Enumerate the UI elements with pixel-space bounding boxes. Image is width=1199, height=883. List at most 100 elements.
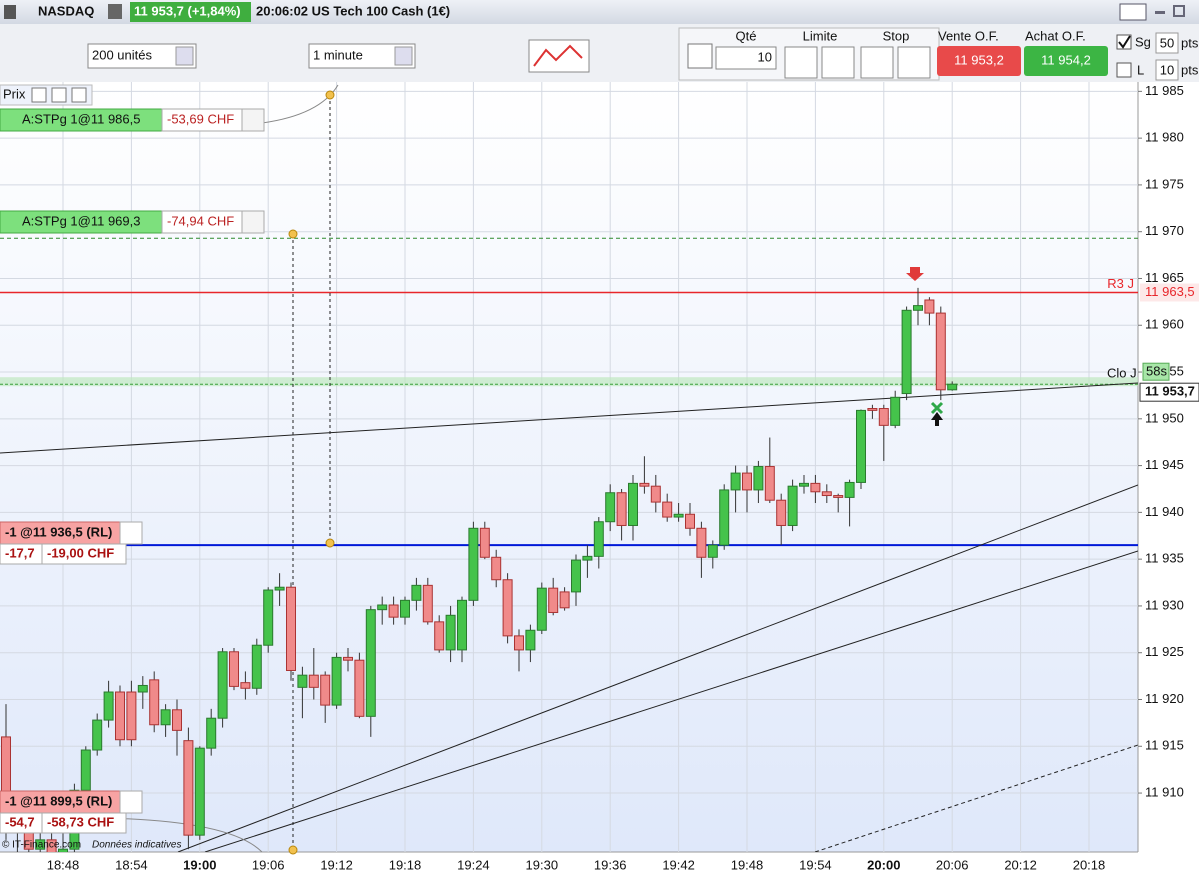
dropdown-button[interactable] — [394, 46, 413, 66]
candle-body — [548, 587, 559, 613]
y-tick-label: 11 960 — [1145, 317, 1184, 332]
order-tag[interactable]: A:STPg 1@11 969,3 -74,94 CHF — [0, 210, 265, 234]
y-tick-label: 11 970 — [1145, 223, 1184, 238]
order-pnl: -74,94 CHF — [167, 213, 234, 228]
sell-price: 11 953,2 — [954, 52, 1004, 67]
handle[interactable] — [325, 90, 335, 100]
x-tick-label: 19:54 — [799, 857, 832, 872]
candle-body — [35, 839, 46, 850]
sg-unit: pts — [1181, 35, 1199, 50]
buy-arrow — [931, 412, 943, 426]
l-checkbox[interactable] — [1116, 62, 1132, 78]
buy-tool-button[interactable] — [71, 87, 87, 103]
candle-body — [821, 491, 832, 497]
stop-buy-button[interactable] — [897, 46, 931, 79]
limit-sell-button[interactable] — [784, 46, 818, 79]
candle-body — [810, 482, 821, 493]
disclaimer: Données indicatives — [92, 840, 182, 851]
x-tick-label: 20:06 — [936, 857, 969, 872]
minimize-button[interactable] — [1155, 11, 1165, 14]
grid — [0, 82, 1138, 852]
handle[interactable] — [325, 538, 335, 548]
handle[interactable] — [288, 845, 298, 855]
candle-body — [924, 299, 935, 314]
sell-button[interactable] — [937, 46, 1021, 76]
limit-buy-button[interactable] — [821, 46, 855, 79]
dropdown-button[interactable] — [175, 46, 194, 66]
position-tag[interactable]: -1 @11 899,5 (RL) -54,7 -58,73 CHF — [0, 790, 143, 834]
candle-body — [377, 604, 388, 611]
order-text: A:STPg 1@11 986,5 — [22, 111, 140, 126]
level-name: Clo J — [1107, 366, 1137, 381]
candle-body — [58, 848, 68, 852]
tool-button[interactable] — [31, 87, 47, 103]
candle-body — [365, 609, 376, 717]
candle-body — [833, 495, 844, 498]
candle-body — [628, 482, 638, 526]
cancel-button[interactable] — [241, 108, 265, 132]
x-tick-label: 19:36 — [594, 857, 627, 872]
sg-input[interactable] — [1155, 32, 1179, 54]
position-text: -1 @11 899,5 (RL) — [5, 793, 112, 808]
info-icon[interactable] — [108, 4, 122, 19]
y-tick-label: 11 915 — [1145, 738, 1184, 753]
candle-body — [411, 584, 422, 601]
price-band — [0, 377, 1138, 387]
candle-body — [673, 513, 684, 518]
candle-body — [149, 679, 160, 726]
curve — [99, 817, 263, 852]
candle-body — [297, 674, 308, 688]
price-axis — [1138, 82, 1199, 878]
pnl-box — [41, 543, 127, 565]
close-button[interactable] — [119, 521, 143, 545]
candle-body — [263, 589, 274, 646]
l-input[interactable] — [1155, 59, 1179, 81]
handles — [288, 90, 944, 855]
candle-body — [183, 740, 194, 836]
copyright: © IT-Finance.com — [2, 840, 81, 851]
x-tick-label: 18:54 — [115, 857, 148, 872]
x-tick-label: 19:00 — [183, 857, 216, 872]
instrument[interactable]: NASDAQ — [38, 3, 94, 18]
stop-sell-button[interactable] — [860, 46, 894, 79]
cancel-button[interactable] — [241, 210, 265, 234]
candle-body — [707, 544, 718, 558]
y-tick-label: 11 920 — [1145, 691, 1184, 706]
close-button[interactable] — [119, 790, 143, 814]
trend-line[interactable] — [204, 550, 1138, 852]
qty-input[interactable] — [715, 46, 777, 70]
quantity-select-text: 200 unités — [92, 47, 152, 62]
candle-body — [103, 691, 114, 721]
trend-line[interactable] — [814, 744, 1138, 852]
candle-body — [434, 621, 445, 651]
x-tick-label: 19:12 — [320, 857, 353, 872]
buy-button[interactable] — [1024, 46, 1108, 76]
y-tick-label: 11 940 — [1145, 504, 1184, 519]
trend-line[interactable] — [177, 484, 1138, 852]
handle[interactable] — [288, 229, 298, 239]
trend-line[interactable] — [0, 382, 1138, 454]
x-tick-label: 19:42 — [662, 857, 695, 872]
x-tick-label: 19:24 — [457, 857, 490, 872]
x-tick-label: 19:48 — [731, 857, 764, 872]
level-label-box — [1140, 283, 1199, 302]
header-price: 11 953,7 (+1,84%) — [134, 3, 241, 18]
candle-body — [867, 408, 878, 411]
candle-body — [229, 651, 239, 687]
settings-button[interactable] — [687, 43, 713, 69]
candle-body — [650, 485, 661, 503]
indicator-icon — [533, 44, 583, 67]
candle-body — [137, 684, 148, 693]
candle-body — [126, 691, 137, 741]
keyboard-button[interactable] — [1119, 3, 1147, 21]
order-tag[interactable]: A:STPg 1@11 986,5 -53,69 CHF — [0, 108, 265, 132]
position-tag[interactable]: -1 @11 936,5 (RL) -17,7 -19,00 CHF — [0, 521, 143, 565]
sell-tool-button[interactable] — [51, 87, 67, 103]
candle-body — [890, 396, 901, 426]
x-tick-label: 20:12 — [1004, 857, 1037, 872]
candle-body — [776, 499, 787, 526]
maximize-button[interactable] — [1173, 5, 1185, 17]
curve — [261, 84, 339, 124]
stop-label: Stop — [883, 28, 910, 43]
candle-body — [787, 485, 798, 526]
